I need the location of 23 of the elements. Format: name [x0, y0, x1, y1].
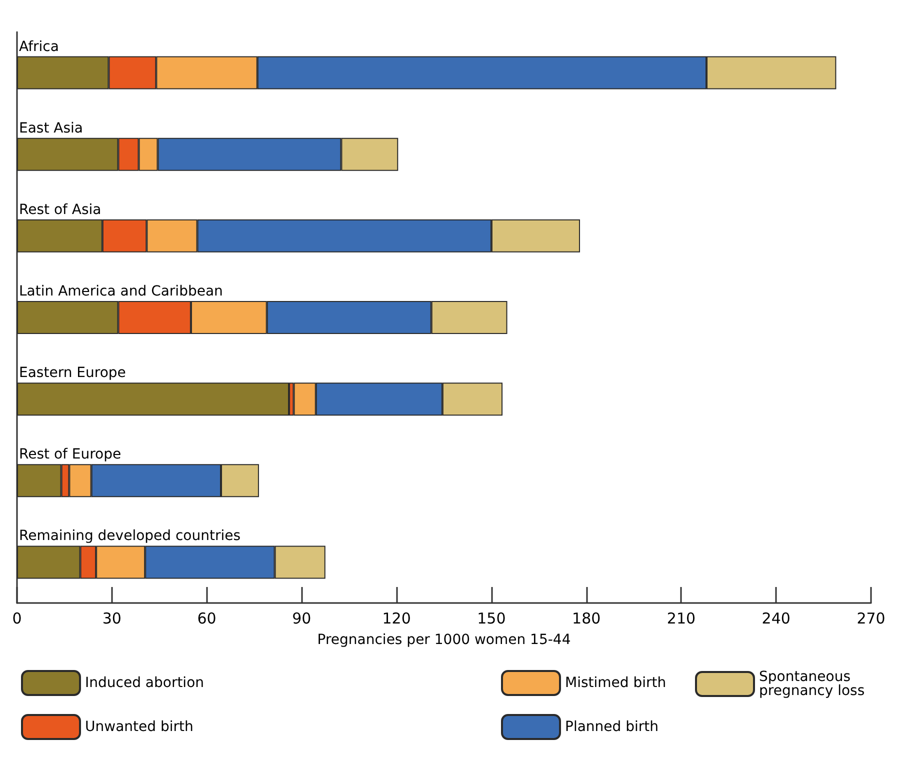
y-tick-label: Latin America and Caribbean [19, 284, 223, 300]
x-tick-label: 270 [856, 610, 886, 628]
y-tick-label: East Asia [19, 120, 83, 136]
legend-label: Induced abortion [85, 675, 204, 691]
x-tick-label: 210 [666, 610, 696, 628]
legend-label: Mistimed birth [565, 675, 666, 691]
x-tick-label: 30 [102, 610, 122, 628]
x-tick-label: 0 [12, 610, 22, 628]
x-tick-label: 60 [197, 610, 216, 628]
legend-label: Planned birth [565, 719, 659, 735]
y-tick-label: Remaining developed countries [19, 528, 241, 544]
x-tick-label: 240 [762, 610, 790, 628]
y-tick-label: Africa [19, 38, 59, 55]
x-tick-label: 90 [292, 610, 312, 628]
legend-label: Unwanted birth [85, 719, 194, 735]
y-tick-label: Eastern Europe [19, 365, 126, 382]
x-tick-label: 180 [572, 610, 601, 628]
x-tick-label: 150 [477, 610, 506, 628]
x-axis-title: Pregnancies per 1000 women 15-44 [317, 632, 571, 648]
x-tick-label: 120 [382, 610, 411, 628]
legend-label: Spontaneous pregnancy loss [759, 669, 865, 699]
y-tick-label: Rest of Asia [19, 202, 102, 218]
y-tick-label: Rest of Europe [19, 446, 122, 463]
